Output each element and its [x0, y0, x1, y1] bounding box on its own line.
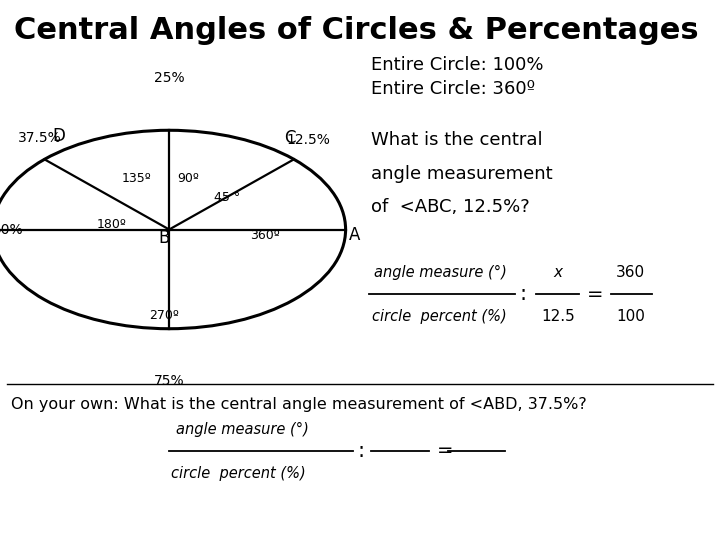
- Text: 135º: 135º: [122, 172, 152, 185]
- Text: 37.5%: 37.5%: [18, 131, 61, 145]
- Text: On your own: What is the central angle measurement of <ABD, 37.5%?: On your own: What is the central angle m…: [11, 397, 587, 412]
- Text: circle  percent (%): circle percent (%): [171, 466, 305, 481]
- Text: Central Angles of Circles & Percentages: Central Angles of Circles & Percentages: [14, 16, 699, 45]
- Text: angle measure (°): angle measure (°): [176, 422, 310, 437]
- Text: :: :: [358, 441, 365, 461]
- Text: 12.5%: 12.5%: [287, 133, 330, 147]
- Text: Entire Circle: 100%: Entire Circle: 100%: [371, 56, 544, 74]
- Text: 270º: 270º: [149, 309, 179, 322]
- Text: 100: 100: [616, 309, 645, 325]
- Text: :: :: [520, 284, 527, 305]
- Text: 75%: 75%: [154, 374, 184, 388]
- Text: 25%: 25%: [154, 71, 184, 85]
- Text: B: B: [158, 228, 170, 247]
- Text: 360º: 360º: [250, 230, 280, 242]
- Text: 360: 360: [616, 265, 645, 280]
- Text: x: x: [554, 265, 562, 280]
- Text: circle  percent (%): circle percent (%): [372, 309, 507, 325]
- Text: angle measurement: angle measurement: [371, 165, 552, 183]
- Text: 12.5: 12.5: [541, 309, 575, 325]
- Text: D: D: [53, 127, 66, 145]
- Text: 45 °: 45 °: [215, 191, 240, 204]
- Text: =: =: [437, 441, 454, 461]
- Text: Entire Circle: 360º: Entire Circle: 360º: [371, 80, 535, 98]
- Text: 180º: 180º: [96, 218, 127, 231]
- Text: 50%: 50%: [0, 222, 24, 237]
- Text: 90º: 90º: [178, 172, 199, 185]
- Text: A: A: [349, 226, 361, 244]
- Text: angle measure (°): angle measure (°): [374, 265, 508, 280]
- Text: What is the central: What is the central: [371, 131, 542, 150]
- Text: C: C: [284, 129, 295, 147]
- Text: =: =: [587, 285, 603, 304]
- Text: of  <ABC, 12.5%?: of <ABC, 12.5%?: [371, 198, 529, 217]
